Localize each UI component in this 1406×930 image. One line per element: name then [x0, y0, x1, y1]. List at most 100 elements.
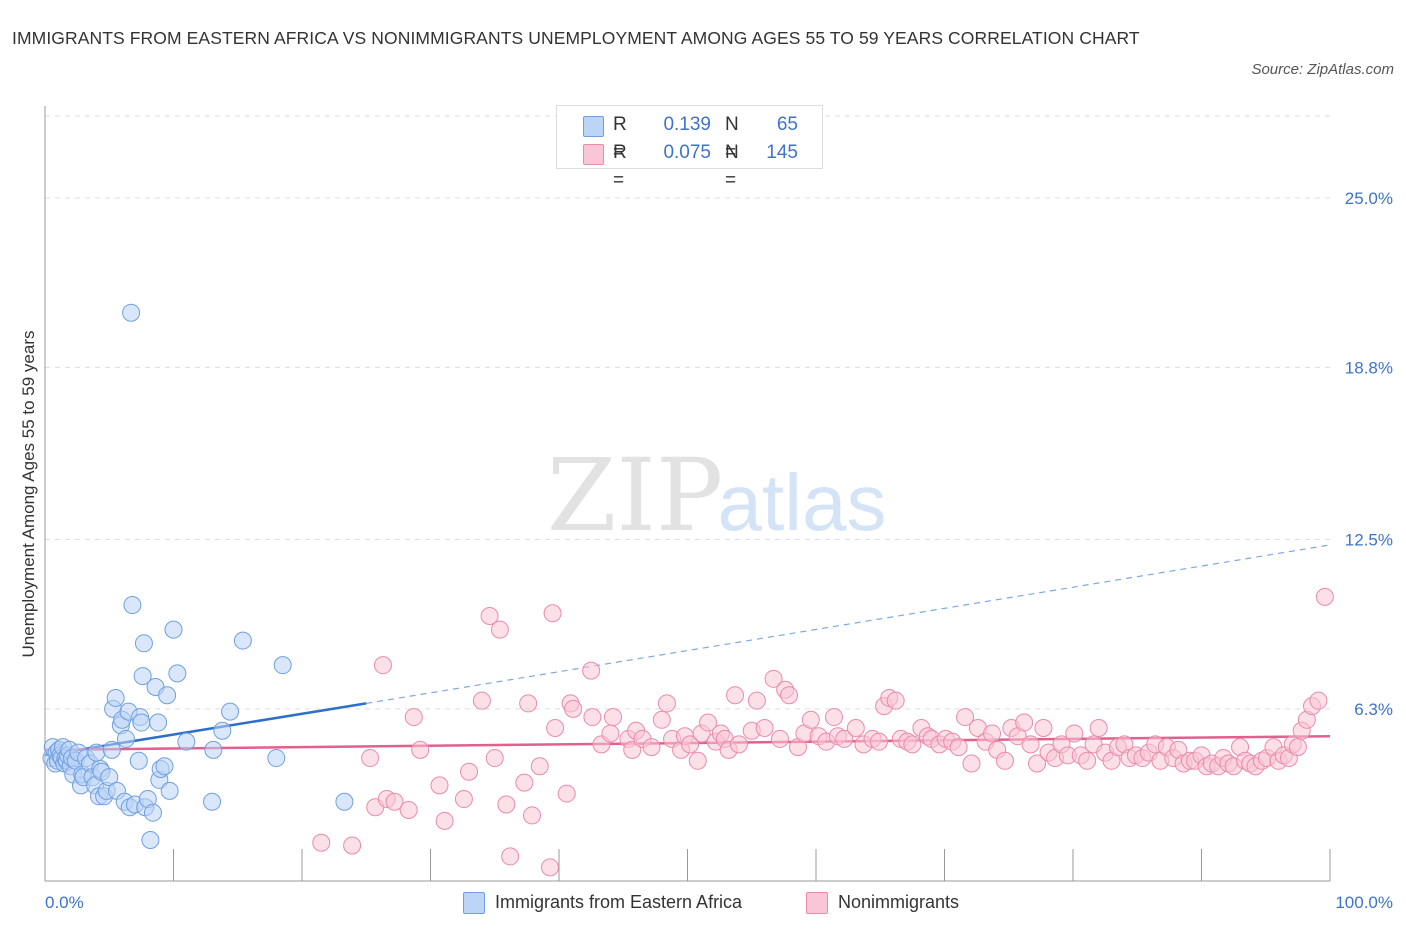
- nonimmigrants-point: [747, 691, 766, 710]
- nonimmigrants-point: [1034, 719, 1053, 737]
- immigrants-point: [116, 729, 135, 748]
- legend-n-value: 65: [776, 114, 798, 135]
- nonimmigrants-point: [903, 735, 922, 754]
- nonimmigrants-point: [583, 708, 602, 727]
- watermark-atlas: atlas: [718, 458, 887, 547]
- immigrants-point: [204, 740, 223, 759]
- bottom-legend-label-nonimmigrants: Nonimmigrants: [838, 892, 960, 912]
- immigrants-point: [160, 781, 179, 800]
- nonimmigrants-point: [501, 847, 520, 866]
- nonimmigrants-point: [962, 754, 981, 773]
- correlation-legend: R = 0.139 N = 65 R = 0.075 N = 145: [556, 105, 823, 191]
- nonimmigrants-point: [1288, 738, 1307, 757]
- nonimmigrants-point: [404, 708, 423, 727]
- nonimmigrants-point: [480, 606, 499, 625]
- legend-n-label: N =: [725, 142, 739, 191]
- bottom-legend-label-immigrants: Immigrants from Eastern Africa: [495, 892, 743, 912]
- legend-swatch-nonimmigrants: [583, 144, 604, 165]
- nonimmigrants-point: [699, 713, 718, 732]
- axes: [44, 106, 1331, 882]
- nonimmigrants-point: [472, 691, 491, 710]
- nonimmigrants-point: [557, 784, 576, 803]
- immigrants-point: [164, 620, 183, 639]
- nonimmigrants-point: [497, 795, 516, 814]
- nonimmigrants-point: [361, 749, 380, 768]
- nonimmigrants-point: [1089, 719, 1108, 737]
- immigrants-point: [213, 721, 232, 740]
- immigrants-point: [149, 713, 168, 732]
- nonimmigrants-point: [490, 620, 509, 639]
- immigrants-point: [335, 792, 354, 811]
- nonimmigrants-point: [546, 719, 565, 737]
- nonimmigrants-point: [603, 708, 622, 727]
- immigrants-point: [203, 792, 222, 811]
- nonimmigrants-point: [688, 751, 707, 770]
- immigrants-point: [134, 634, 153, 653]
- bottom-legend-swatch-nonimmigrants: [806, 892, 828, 914]
- nonimmigrants-point: [1078, 751, 1097, 770]
- nonimmigrants-point: [886, 691, 905, 710]
- immigrants-point: [267, 749, 286, 768]
- immigrants-point: [129, 751, 148, 770]
- bottom-legend-swatch-immigrants: [463, 892, 485, 914]
- nonimmigrants-point: [824, 708, 843, 727]
- nonimmigrants-point: [726, 686, 745, 705]
- legend-swatch-immigrants: [583, 116, 604, 137]
- nonimmigrants-point: [681, 735, 700, 754]
- x-tick-label: 0.0%: [45, 893, 84, 912]
- nonimmigrants-point: [869, 732, 888, 751]
- nonimmigrants-point: [312, 833, 331, 852]
- immigrants-points: [42, 303, 354, 850]
- legend-r-label: R =: [613, 114, 627, 163]
- nonimmigrants-point: [601, 724, 620, 743]
- nonimmigrants-point: [582, 661, 601, 680]
- nonimmigrants-point: [385, 792, 404, 811]
- immigrants-point: [221, 702, 240, 721]
- nonimmigrants-point: [729, 735, 748, 754]
- nonimmigrants-point: [764, 669, 783, 688]
- watermark-zip: ZIP: [547, 437, 723, 554]
- immigrants-point: [123, 596, 142, 615]
- nonimmigrants-point: [454, 790, 473, 809]
- legend-r-value: 0.075: [663, 142, 711, 163]
- chart-source: Source: ZipAtlas.com: [1251, 61, 1394, 78]
- nonimmigrants-point: [1065, 724, 1084, 743]
- legend-r-label: R =: [613, 142, 627, 191]
- immigrants-point: [158, 686, 177, 705]
- immigrants-point: [132, 713, 151, 732]
- chart-title: IMMIGRANTS FROM EASTERN AFRICA VS NONIMM…: [12, 28, 1140, 48]
- nonimmigrants-point: [995, 751, 1014, 770]
- nonimmigrants-point: [1309, 691, 1328, 710]
- immigrants-point: [133, 667, 152, 686]
- immigrants-point: [122, 303, 141, 322]
- nonimmigrants-point: [642, 738, 661, 757]
- legend-n-value: 145: [766, 142, 798, 163]
- nonimmigrants-point: [801, 710, 820, 729]
- nonimmigrants-point: [435, 811, 454, 830]
- y-axis-label: Unemployment Among Ages 55 to 59 years: [19, 331, 38, 658]
- immigrants-point: [143, 803, 162, 822]
- nonimmigrants-point: [956, 708, 975, 727]
- nonimmigrants-point: [780, 686, 799, 705]
- nonimmigrants-point: [523, 806, 542, 825]
- legend-r-value: 0.139: [663, 114, 711, 135]
- nonimmigrants-point: [343, 836, 362, 855]
- y-tick-label: 18.8%: [1345, 358, 1393, 377]
- nonimmigrants-point: [541, 858, 560, 877]
- immigrants-point: [106, 688, 125, 707]
- nonimmigrants-point: [530, 757, 549, 776]
- tick-labels: 6.3% 12.5% 18.8% 25.0% 0.0% 100.0%: [45, 189, 1393, 912]
- nonimmigrants-point: [835, 729, 854, 748]
- immigrants-point: [273, 656, 292, 675]
- nonimmigrants-points: [312, 587, 1334, 877]
- immigrants-point: [100, 768, 119, 787]
- nonimmigrants-point: [564, 699, 583, 718]
- nonimmigrants-point: [949, 738, 968, 757]
- nonimmigrants-point: [983, 724, 1002, 743]
- immigrants-point: [168, 664, 187, 683]
- nonimmigrants-point: [430, 776, 449, 795]
- nonimmigrants-point: [1315, 587, 1334, 606]
- nonimmigrants-point: [771, 729, 790, 748]
- immigrants-point: [141, 831, 160, 850]
